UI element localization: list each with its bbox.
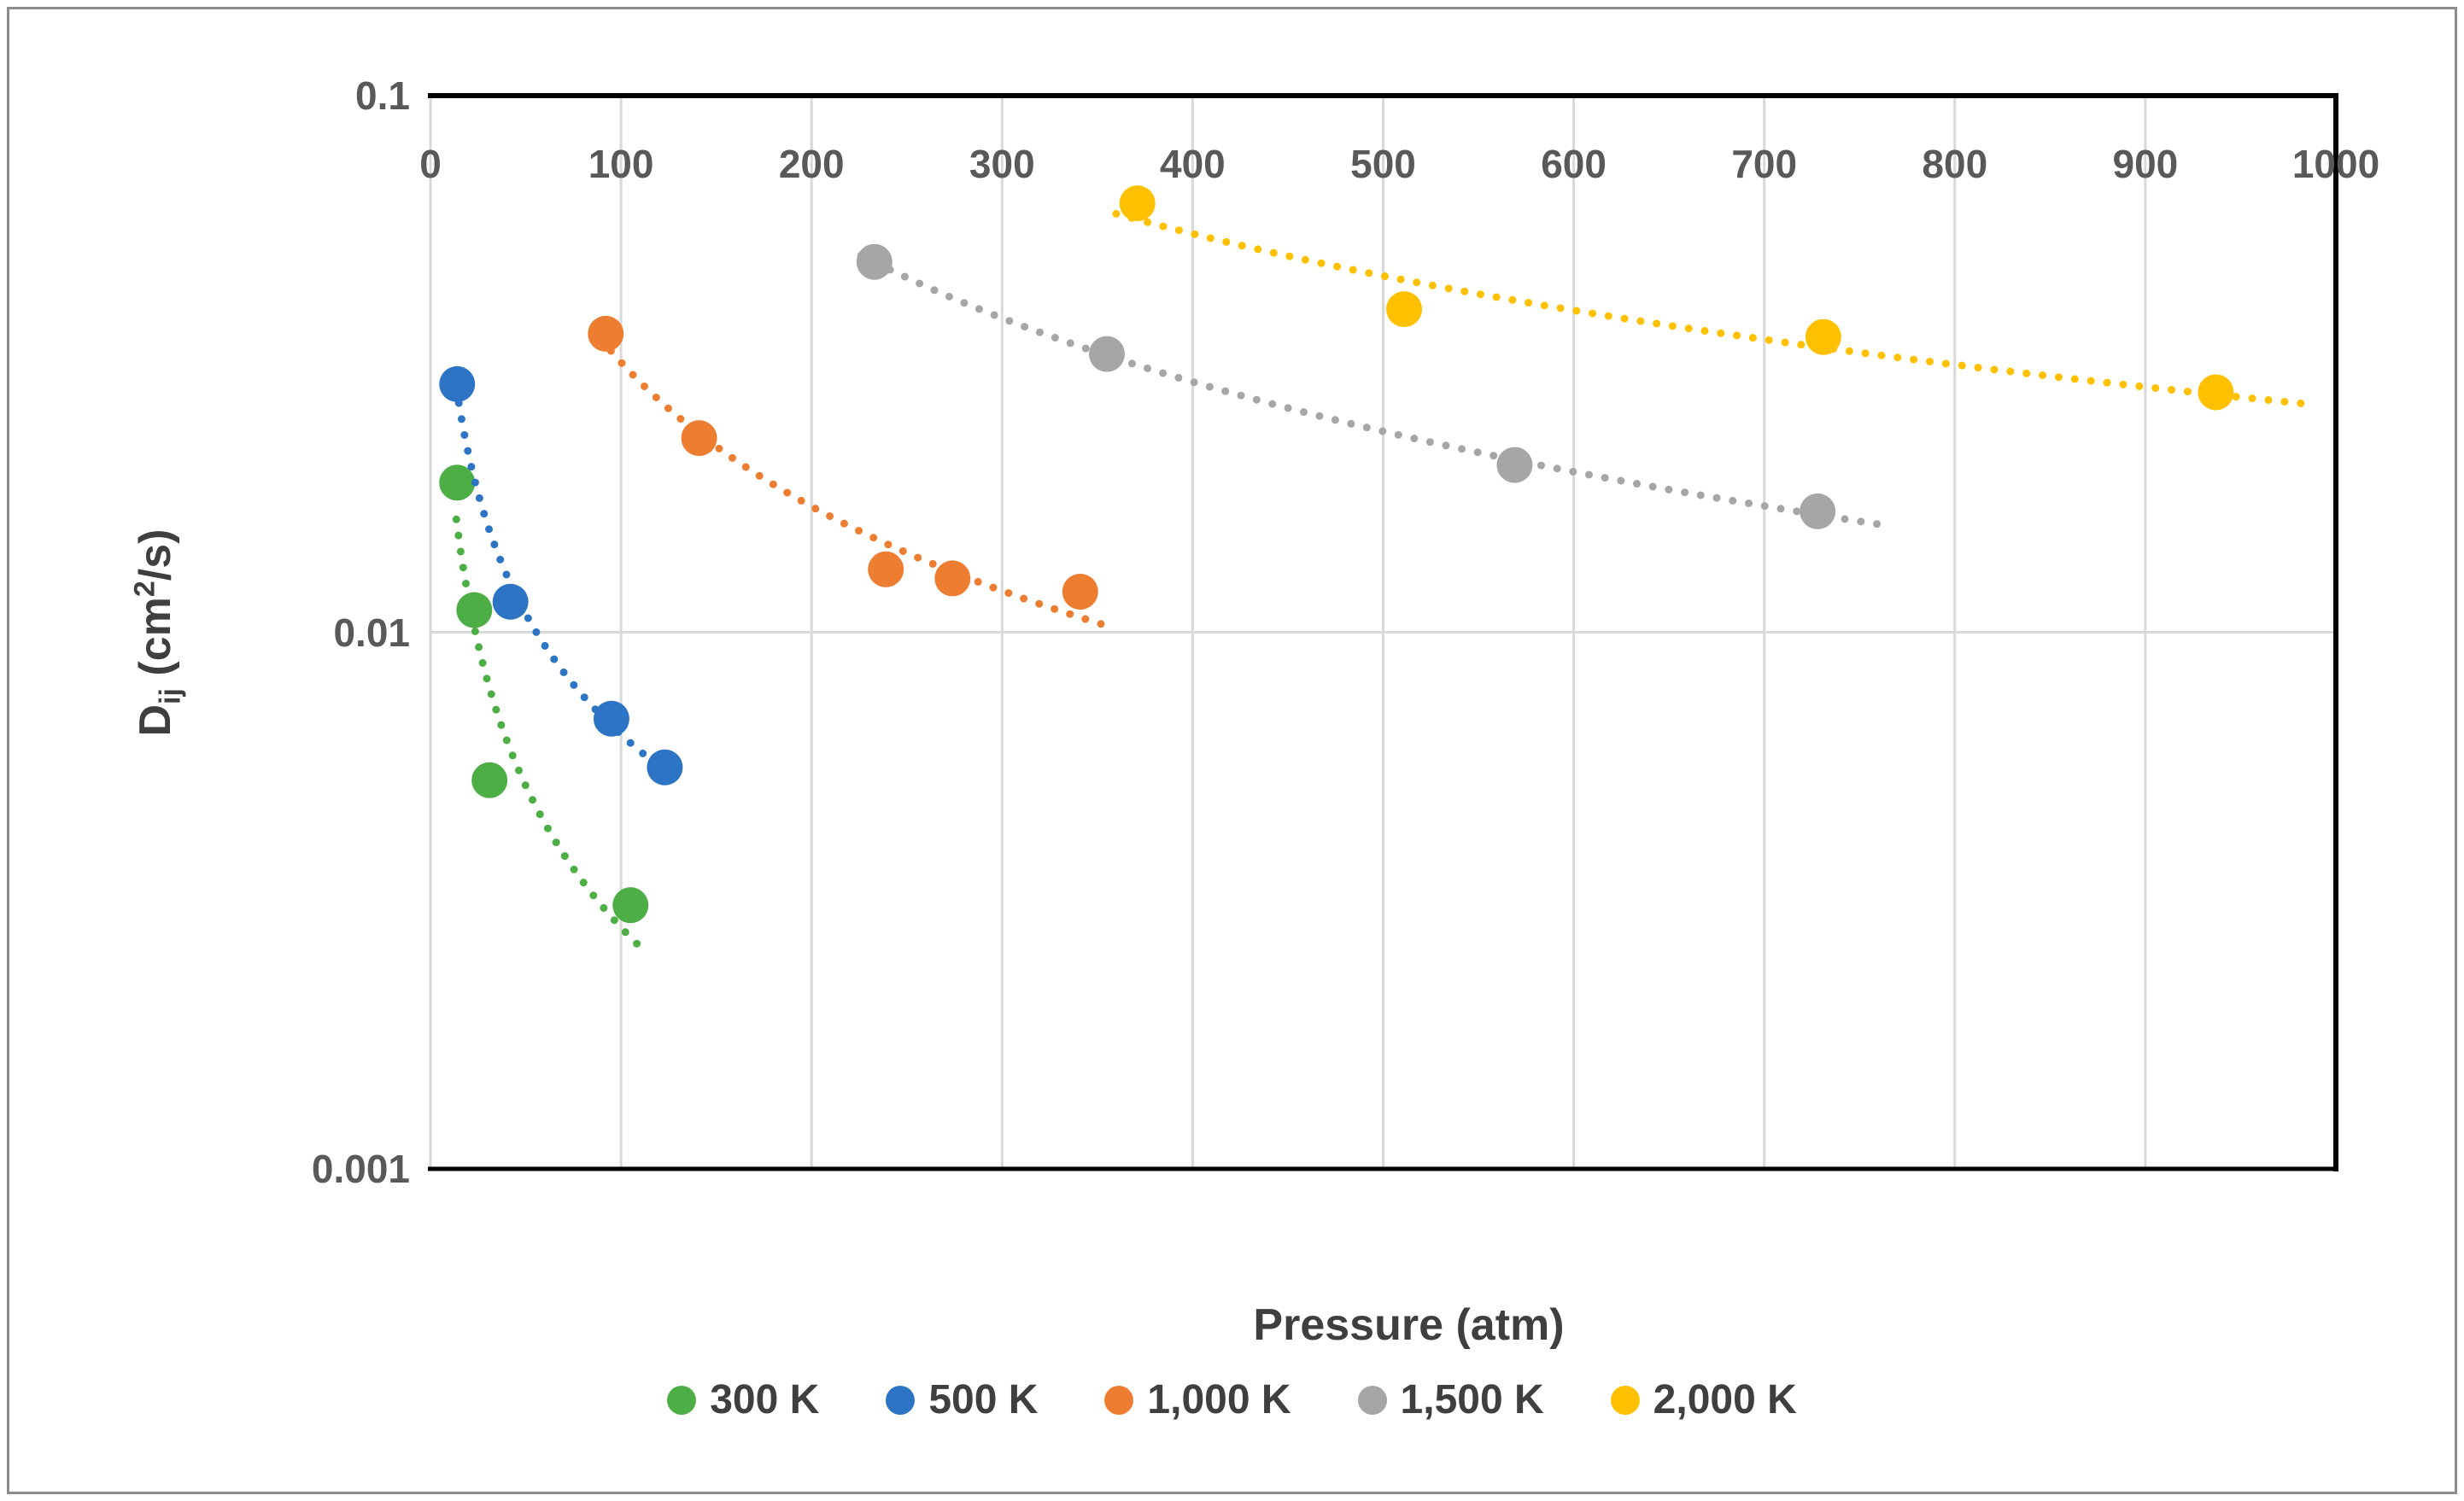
y-axis-title-main: D <box>130 704 180 736</box>
x-tick-label-200: 200 <box>778 142 845 186</box>
legend-label: 300 K <box>710 1377 820 1422</box>
legend-item-3: 1,000 K <box>1104 1376 1291 1423</box>
data-point-3 <box>588 315 624 352</box>
data-point-3 <box>681 420 717 457</box>
trendline-3 <box>596 335 1117 632</box>
x-tick-label-100: 100 <box>588 142 654 186</box>
x-tick-label-800: 800 <box>1922 142 1988 186</box>
data-point-4 <box>1800 493 1836 529</box>
legend-item-2: 500 K <box>886 1376 1038 1423</box>
data-point-5 <box>2198 374 2234 411</box>
data-point-3 <box>934 560 971 597</box>
y-axis-title-superscript: 2 <box>128 580 161 597</box>
data-point-4 <box>1089 336 1126 372</box>
x-tick-label-900: 900 <box>2112 142 2179 186</box>
trendline-2 <box>452 383 681 783</box>
legend-swatch-icon <box>1104 1385 1134 1415</box>
y-axis-title-end: /s) <box>130 529 180 581</box>
data-point-1 <box>456 592 493 628</box>
x-tick-label-1000: 1000 <box>2291 142 2380 186</box>
data-point-5 <box>1805 318 1841 355</box>
figure-border <box>7 7 2457 1494</box>
legend-item-4: 1,500 K <box>1357 1376 1544 1423</box>
legend-item-5: 2,000 K <box>1610 1376 1797 1423</box>
trendline-5 <box>1112 209 2309 408</box>
legend-swatch-icon <box>1610 1385 1640 1415</box>
y-axis-title-mid: (cm <box>130 596 180 688</box>
y-tick-label-0.1: 0.1 <box>355 73 410 118</box>
y-tick-label-0.001: 0.001 <box>311 1147 410 1191</box>
x-axis-title: Pressure (atm) <box>1253 1300 1565 1350</box>
legend-label: 1,000 K <box>1147 1377 1291 1422</box>
data-point-2 <box>593 700 629 737</box>
y-axis-title-subscript: ij <box>154 687 187 704</box>
legend: 300 K 500 K 1,000 K 1,500 K 2,000 K <box>0 1376 2464 1423</box>
data-point-1 <box>471 762 508 798</box>
y-axis-title: Dij (cm2/s) <box>129 529 188 736</box>
x-tick-label-700: 700 <box>1731 142 1798 186</box>
y-tick-label-0.01: 0.01 <box>333 610 410 655</box>
x-tick-label-600: 600 <box>1541 142 1607 186</box>
x-tick-label-500: 500 <box>1350 142 1416 186</box>
data-point-3 <box>868 551 904 587</box>
data-point-2 <box>439 365 476 402</box>
legend-swatch-icon <box>886 1385 916 1415</box>
x-tick-label-0: 0 <box>419 142 442 186</box>
legend-swatch-icon <box>1357 1385 1387 1415</box>
legend-swatch-icon <box>667 1385 697 1415</box>
legend-label: 500 K <box>928 1377 1039 1422</box>
legend-label: 1,500 K <box>1400 1377 1544 1422</box>
data-point-5 <box>1386 291 1423 328</box>
data-point-5 <box>1119 185 1156 222</box>
x-tick-label-300: 300 <box>969 142 1035 186</box>
x-tick-label-400: 400 <box>1160 142 1226 186</box>
data-point-1 <box>612 887 649 924</box>
data-point-4 <box>856 243 893 280</box>
trendline-4 <box>857 251 1891 529</box>
data-point-1 <box>439 464 476 501</box>
data-point-2 <box>492 583 529 620</box>
legend-item-1: 300 K <box>667 1376 819 1423</box>
data-point-3 <box>1062 574 1098 610</box>
data-point-2 <box>647 749 683 786</box>
data-point-4 <box>1496 447 1533 483</box>
legend-label: 2,000 K <box>1653 1377 1797 1422</box>
